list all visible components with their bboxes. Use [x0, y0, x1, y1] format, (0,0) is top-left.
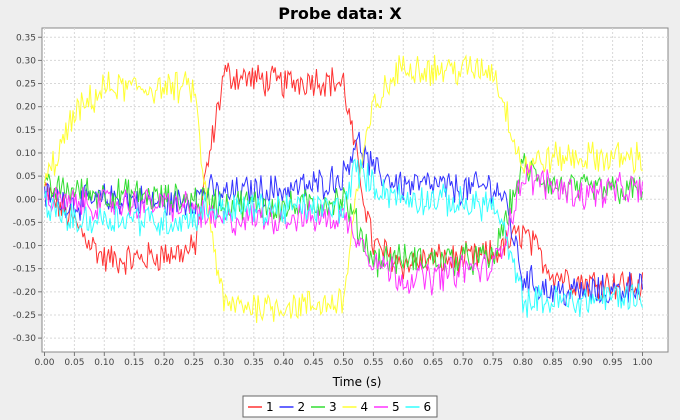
x-tick-label: 0.10	[94, 358, 114, 368]
legend-label-2: 2	[298, 400, 306, 414]
series-line-5	[44, 163, 643, 296]
x-tick-label: 1.00	[632, 358, 652, 368]
y-tick-label: -0.25	[13, 311, 36, 321]
series-line-4	[44, 54, 643, 323]
x-tick-label: 0.05	[64, 358, 84, 368]
y-tick-label: -0.30	[13, 334, 37, 344]
x-tick-label: 0.50	[333, 358, 353, 368]
x-tick-label: 0.45	[304, 358, 324, 368]
x-tick-label: 0.40	[274, 358, 294, 368]
x-tick-label: 0.65	[423, 358, 443, 368]
series-line-6	[44, 158, 643, 318]
x-tick-label: 0.35	[244, 358, 264, 368]
x-tick-label: 0.90	[573, 358, 593, 368]
grid	[42, 28, 668, 352]
legend-label-3: 3	[329, 400, 337, 414]
y-tick-label: 0.30	[16, 56, 36, 66]
x-tick-label: 0.95	[603, 358, 623, 368]
y-tick-label: -0.15	[13, 265, 36, 275]
x-tick-label: 0.30	[214, 358, 234, 368]
x-tick-label: 0.20	[154, 358, 174, 368]
y-tick-label: 0.20	[16, 103, 36, 113]
x-tick-label: 0.80	[513, 358, 533, 368]
series-line-2	[44, 131, 643, 307]
legend-label-6: 6	[424, 400, 432, 414]
legend-label-1: 1	[266, 400, 274, 414]
y-tick-label: 0.15	[16, 126, 36, 136]
chart-title: Probe data: X	[278, 4, 402, 23]
y-tick-label: -0.20	[13, 288, 37, 298]
y-tick-label: 0.00	[16, 195, 36, 205]
x-tick-label: 0.15	[124, 358, 144, 368]
axes: 0.00 0.05 0.10 0.15 0.20 0.25 0.30 0.35 0.40 0.45…	[13, 33, 653, 368]
y-tick-label: 0.25	[16, 80, 36, 90]
y-tick-label: 0.35	[16, 33, 36, 43]
legend: 1 2 3 4 5 6	[242, 395, 438, 418]
x-tick-label: 0.55	[363, 358, 383, 368]
x-tick-label: 0.60	[393, 358, 413, 368]
series-line-1	[44, 62, 643, 301]
y-tick-label: 0.10	[16, 149, 36, 159]
legend-label-5: 5	[392, 400, 400, 414]
y-tick-label: 0.05	[16, 172, 36, 182]
y-tick-label: -0.05	[13, 218, 36, 228]
x-tick-label: 0.70	[453, 358, 473, 368]
y-tick-label: -0.10	[13, 242, 37, 252]
x-tick-label: 0.25	[184, 358, 204, 368]
x-tick-label: 0.75	[483, 358, 503, 368]
legend-label-4: 4	[361, 400, 369, 414]
legend-box	[242, 395, 438, 418]
x-axis-label: Time (s)	[332, 375, 382, 389]
x-tick-label: 0.85	[543, 358, 563, 368]
x-tick-label: 0.00	[34, 358, 54, 368]
series-line-3	[44, 153, 643, 278]
series-group	[44, 54, 643, 323]
